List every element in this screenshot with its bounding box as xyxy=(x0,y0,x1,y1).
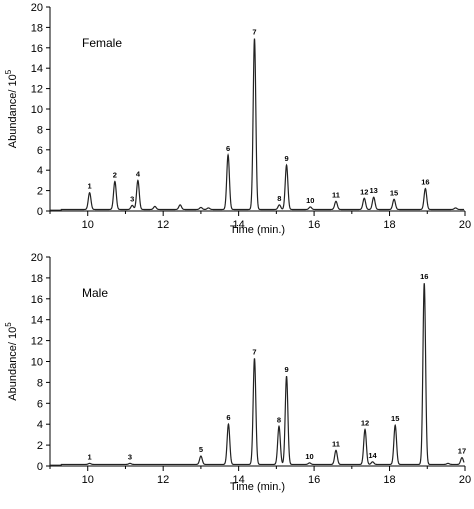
y-tick-label: 10 xyxy=(31,104,43,116)
y-tick-label: 4 xyxy=(37,165,43,177)
peak-label: 4 xyxy=(136,169,141,178)
peak-label: 15 xyxy=(391,414,399,423)
peak-label: 16 xyxy=(421,178,429,187)
peak-label: 11 xyxy=(332,439,340,448)
x-tick-label: 18 xyxy=(383,474,395,486)
peak-label: 2 xyxy=(113,170,117,179)
y-tick-label: 6 xyxy=(37,398,43,410)
x-tick-label: 10 xyxy=(82,219,94,231)
x-tick-label: 10 xyxy=(82,474,94,486)
x-tick-label: 14 xyxy=(233,219,245,231)
y-tick-label: 8 xyxy=(37,377,43,389)
y-tick-label: 4 xyxy=(37,419,43,431)
x-tick-label: 20 xyxy=(459,219,471,231)
peak-label: 1 xyxy=(88,182,92,191)
y-axis-label: Abundance/ 105 xyxy=(4,322,19,401)
y-tick-label: 16 xyxy=(31,294,43,306)
y-tick-label: 18 xyxy=(31,22,43,34)
y-tick-label: 12 xyxy=(31,336,43,348)
axis-lines xyxy=(49,257,465,467)
peak-label: 13 xyxy=(370,186,378,195)
y-tick-label: 8 xyxy=(37,124,43,136)
peak-label: 15 xyxy=(390,188,398,197)
y-tick-label: 10 xyxy=(31,357,43,369)
y-tick-label: 0 xyxy=(37,206,43,218)
peak-label: 8 xyxy=(277,415,281,424)
peak-label: 17 xyxy=(458,447,466,456)
y-tick-label: 12 xyxy=(31,84,43,96)
peak-label: 7 xyxy=(252,347,256,356)
x-axis-label: Time (min.) xyxy=(230,481,285,493)
x-tick-label: 20 xyxy=(459,474,471,486)
y-tick-label: 14 xyxy=(31,63,43,75)
chromatogram-trace xyxy=(50,38,465,211)
peak-label: 16 xyxy=(420,272,428,281)
x-tick-label: 12 xyxy=(157,474,169,486)
y-tick-label: 16 xyxy=(31,43,43,55)
x-tick-label: 18 xyxy=(383,219,395,231)
peak-label: 10 xyxy=(306,196,314,205)
peak-label: 1 xyxy=(88,452,92,461)
peak-label: 9 xyxy=(284,365,288,374)
x-tick-label: 12 xyxy=(157,219,169,231)
y-tick-label: 20 xyxy=(31,2,43,14)
peak-label: 3 xyxy=(128,452,132,461)
x-tick-label: 16 xyxy=(308,474,320,486)
y-tick-label: 6 xyxy=(37,145,43,157)
peak-label: 5 xyxy=(199,445,203,454)
peak-label: 6 xyxy=(226,144,230,153)
y-tick-label: 20 xyxy=(31,252,43,264)
peak-label: 7 xyxy=(252,28,256,37)
y-axis-label: Abundance/ 105 xyxy=(4,69,19,148)
chromatogram-trace xyxy=(50,283,465,466)
peak-label: 14 xyxy=(368,451,377,460)
peak-label: 12 xyxy=(360,187,368,196)
y-tick-label: 14 xyxy=(31,315,43,327)
x-axis-label: Time (min.) xyxy=(230,224,285,236)
peak-label: 3 xyxy=(130,194,134,203)
peak-label: 10 xyxy=(305,452,313,461)
y-tick-label: 2 xyxy=(37,186,43,198)
peak-label: 11 xyxy=(332,190,340,199)
y-tick-label: 0 xyxy=(37,461,43,473)
y-tick-label: 2 xyxy=(37,440,43,452)
peak-label: 8 xyxy=(277,194,281,203)
panel-title: Male xyxy=(82,286,108,300)
panel-title: Female xyxy=(82,36,122,50)
y-tick-label: 18 xyxy=(31,273,43,285)
peak-label: 9 xyxy=(284,154,288,163)
x-tick-label: 14 xyxy=(233,474,245,486)
x-tick-label: 16 xyxy=(308,219,320,231)
peak-label: 12 xyxy=(361,418,369,427)
peak-label: 6 xyxy=(226,413,230,422)
